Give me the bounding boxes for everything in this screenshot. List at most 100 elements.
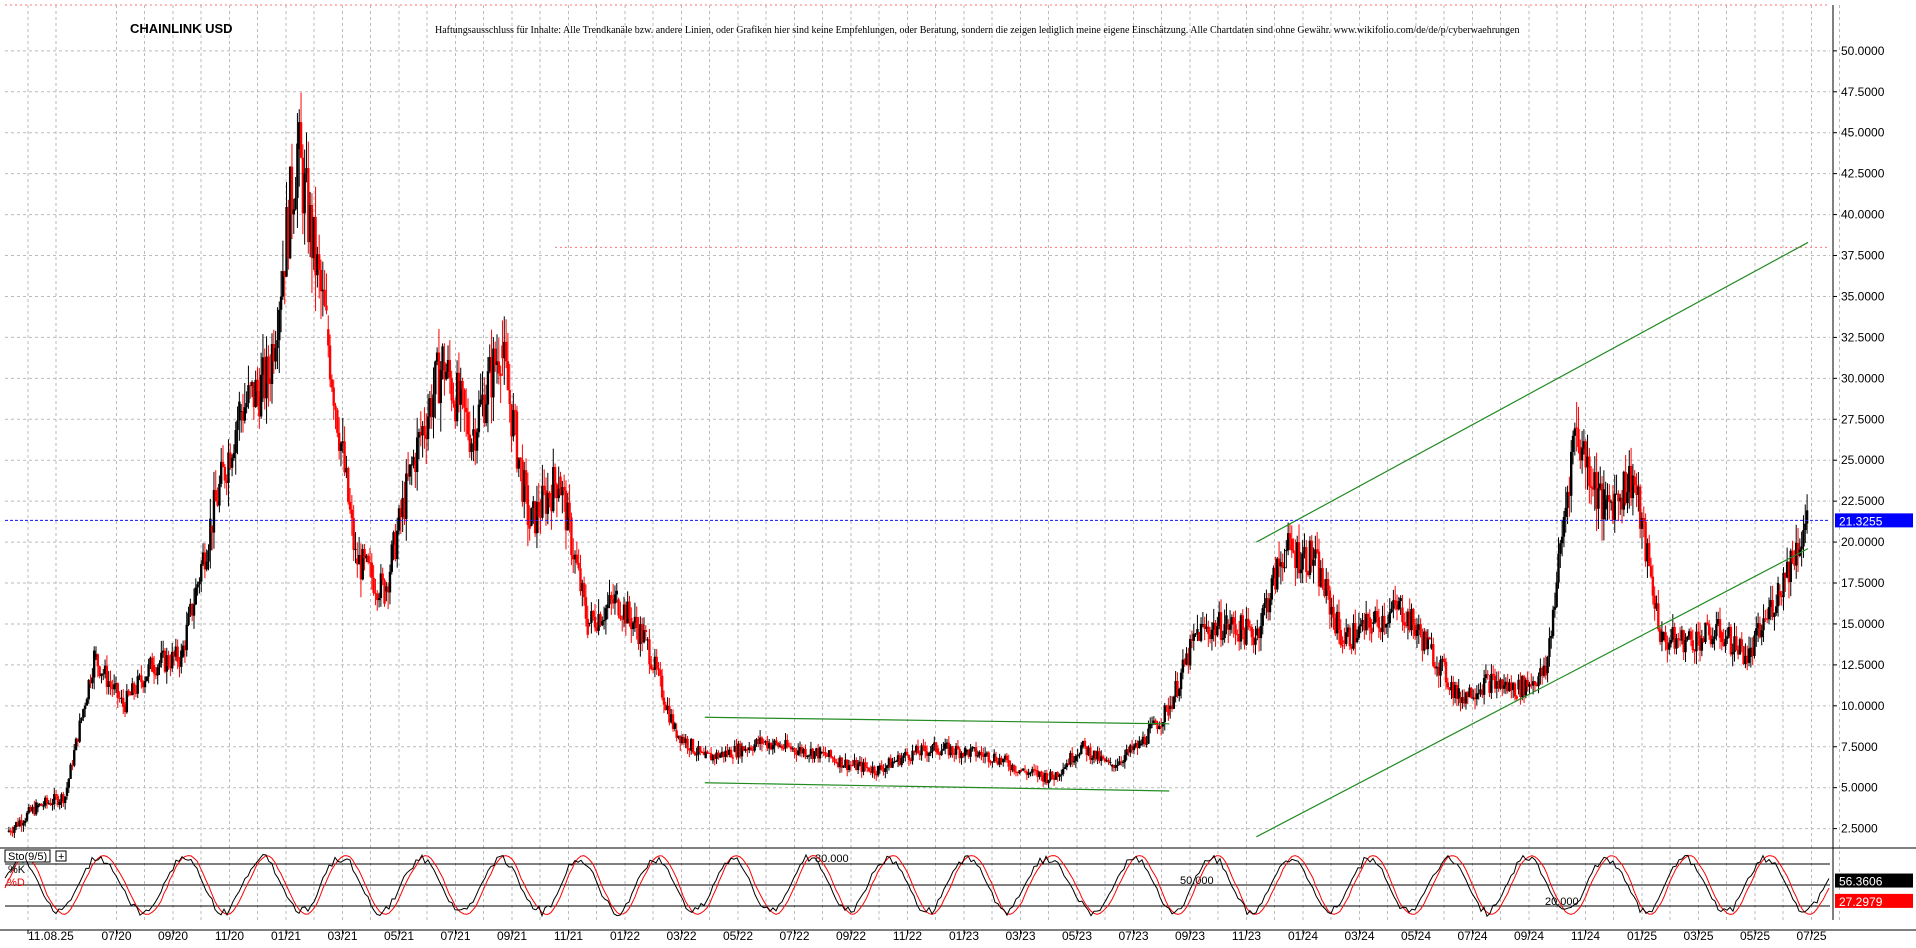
candle-body bbox=[582, 582, 586, 598]
candle-body bbox=[143, 680, 147, 688]
candle-body bbox=[1034, 770, 1038, 772]
candle-body bbox=[479, 399, 482, 405]
stoch-level-50: 50.000 bbox=[1180, 875, 1214, 887]
candle-body bbox=[842, 765, 845, 768]
candle-body bbox=[1682, 630, 1685, 653]
candle-body bbox=[363, 549, 366, 559]
candle-body bbox=[646, 639, 649, 641]
candle-body bbox=[1332, 606, 1335, 618]
candle-body bbox=[530, 508, 533, 526]
d-value-badge bbox=[1835, 893, 1913, 908]
candle-body bbox=[1618, 497, 1622, 502]
candle-body bbox=[1450, 682, 1453, 691]
x-tick-label: 03/24 bbox=[1344, 929, 1374, 943]
candle-body bbox=[802, 749, 805, 754]
candle-body bbox=[608, 595, 611, 605]
candle-body bbox=[1241, 615, 1244, 630]
candle-body bbox=[1686, 636, 1689, 640]
candle-body bbox=[63, 796, 67, 804]
candle-body bbox=[1502, 685, 1506, 689]
candle-body bbox=[450, 377, 453, 401]
candle-body bbox=[1326, 579, 1330, 591]
candle-body bbox=[591, 611, 595, 617]
candle-body bbox=[1201, 623, 1205, 625]
candle-body bbox=[283, 271, 286, 277]
candle-body bbox=[562, 486, 566, 491]
candle-body bbox=[1461, 697, 1464, 703]
candle-body bbox=[334, 405, 337, 410]
current-price-line-layer: 21.3255 bbox=[5, 513, 1913, 528]
candle-body bbox=[1139, 743, 1143, 746]
candle-body bbox=[1272, 567, 1275, 579]
candle-body bbox=[838, 757, 842, 767]
candle-body bbox=[268, 378, 272, 385]
candle-body bbox=[1060, 774, 1063, 776]
candle-body bbox=[138, 675, 141, 677]
candle-body bbox=[630, 617, 633, 630]
candle-body bbox=[1490, 673, 1493, 693]
candle-body bbox=[1143, 736, 1146, 745]
candle-body bbox=[82, 709, 85, 718]
candle-body bbox=[1566, 491, 1569, 508]
candle-body bbox=[642, 630, 646, 643]
x-tick-label: 07/22 bbox=[779, 929, 809, 943]
candle-body bbox=[546, 492, 550, 514]
k-label: %K bbox=[8, 864, 26, 876]
candle-body bbox=[876, 766, 880, 776]
stoch-level-80: 80.000 bbox=[815, 853, 849, 865]
candle-body bbox=[860, 761, 863, 772]
k-value-badge bbox=[1835, 873, 1913, 888]
candle-body bbox=[706, 751, 709, 753]
candle-body bbox=[1586, 456, 1589, 468]
candle-body bbox=[639, 624, 642, 645]
candle-body bbox=[51, 803, 54, 806]
candle-body bbox=[299, 122, 303, 158]
y-tick-label: 30.0000 bbox=[1841, 371, 1885, 385]
candle-body bbox=[789, 746, 793, 750]
candle-body bbox=[132, 683, 136, 693]
candle-body bbox=[83, 705, 87, 710]
candle-body bbox=[855, 759, 858, 771]
candle-body bbox=[561, 486, 564, 496]
candle-body bbox=[1497, 681, 1500, 689]
candle-body bbox=[847, 765, 851, 770]
candle-body bbox=[791, 748, 794, 750]
candle-body bbox=[671, 714, 675, 729]
candle-body bbox=[1635, 485, 1638, 495]
candle-body bbox=[1595, 472, 1598, 509]
candle-body bbox=[878, 765, 882, 770]
candle-body bbox=[898, 755, 902, 765]
candle-body bbox=[1134, 742, 1137, 747]
candle-body bbox=[1085, 746, 1088, 756]
candle-body bbox=[1560, 536, 1564, 544]
candle-body bbox=[982, 754, 985, 757]
candle-body bbox=[187, 613, 190, 625]
candle-body bbox=[1107, 760, 1110, 763]
candle-body bbox=[815, 748, 818, 752]
x-tick-label: 05/21 bbox=[384, 929, 414, 943]
candle-body bbox=[1738, 639, 1742, 655]
candle-body bbox=[1254, 638, 1257, 645]
candle-body bbox=[1771, 600, 1774, 617]
candle-body bbox=[1727, 626, 1731, 637]
candle-body bbox=[1096, 751, 1099, 760]
candle-body bbox=[56, 796, 60, 805]
candle-body bbox=[1368, 617, 1371, 628]
x-tick-label: 03/25 bbox=[1683, 929, 1713, 943]
candle-body bbox=[435, 352, 439, 362]
candle-body bbox=[1689, 631, 1693, 640]
candle-body bbox=[1704, 622, 1707, 643]
candle-body bbox=[983, 753, 987, 757]
candle-body bbox=[161, 650, 165, 653]
candle-body bbox=[454, 403, 457, 422]
candle-body bbox=[1439, 659, 1442, 676]
candle-body bbox=[575, 554, 579, 563]
y-tick-label: 10.0000 bbox=[1841, 699, 1885, 713]
candle-body bbox=[1455, 684, 1459, 699]
candle-body bbox=[670, 714, 673, 723]
candle-body bbox=[691, 739, 695, 753]
candle-body bbox=[486, 371, 490, 405]
candle-body bbox=[633, 616, 637, 623]
chart-title: CHAINLINK USD bbox=[130, 21, 233, 36]
candle-body bbox=[1622, 471, 1626, 510]
